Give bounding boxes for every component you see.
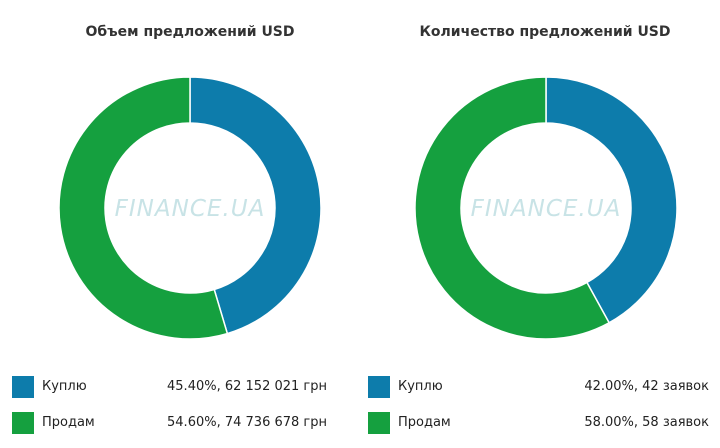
legend-item-buy[interactable]: Куплю 45.40%, 62 152 021 грн xyxy=(12,376,357,398)
legend-swatch-buy xyxy=(368,376,390,398)
legend-swatch-buy xyxy=(12,376,34,398)
watermark-logo: FINANCE.UA xyxy=(115,196,266,222)
donut-slice-buy[interactable] xyxy=(545,76,678,324)
legend-value: 42.00%, 42 заявок xyxy=(584,379,709,394)
legend-label: Куплю xyxy=(398,379,443,394)
chart-title: Количество предложений USD xyxy=(419,24,671,40)
donut-chart-count: FINANCE.UA xyxy=(414,76,678,340)
legend-label: Продам xyxy=(398,415,451,430)
watermark-logo: FINANCE.UA xyxy=(471,196,622,222)
legend: Куплю 45.40%, 62 152 021 грн Продам 54.6… xyxy=(12,376,357,448)
donut-chart-volume: FINANCE.UA xyxy=(58,76,322,340)
legend-value: 54.60%, 74 736 678 грн xyxy=(167,415,327,430)
legend-swatch-sell xyxy=(12,412,34,434)
chart-panel-count: Количество предложений USD FINANCE.UA Ку… xyxy=(360,0,720,442)
legend: Куплю 42.00%, 42 заявок Продам 58.00%, 5… xyxy=(368,376,713,448)
legend-label: Продам xyxy=(42,415,95,430)
legend-item-buy[interactable]: Куплю 42.00%, 42 заявок xyxy=(368,376,713,398)
chart-panel-volume: Объем предложений USD FINANCE.UA Куплю 4… xyxy=(0,0,360,442)
legend-value: 45.40%, 62 152 021 грн xyxy=(167,379,327,394)
legend-label: Куплю xyxy=(42,379,87,394)
legend-swatch-sell xyxy=(368,412,390,434)
donut-slice-sell[interactable] xyxy=(414,76,611,340)
legend-item-sell[interactable]: Продам 58.00%, 58 заявок xyxy=(368,412,713,434)
legend-item-sell[interactable]: Продам 54.60%, 74 736 678 грн xyxy=(12,412,357,434)
donut-slice-sell[interactable] xyxy=(58,76,229,340)
donut-slice-buy[interactable] xyxy=(189,76,322,335)
chart-title: Объем предложений USD xyxy=(85,24,295,40)
legend-value: 58.00%, 58 заявок xyxy=(584,415,709,430)
